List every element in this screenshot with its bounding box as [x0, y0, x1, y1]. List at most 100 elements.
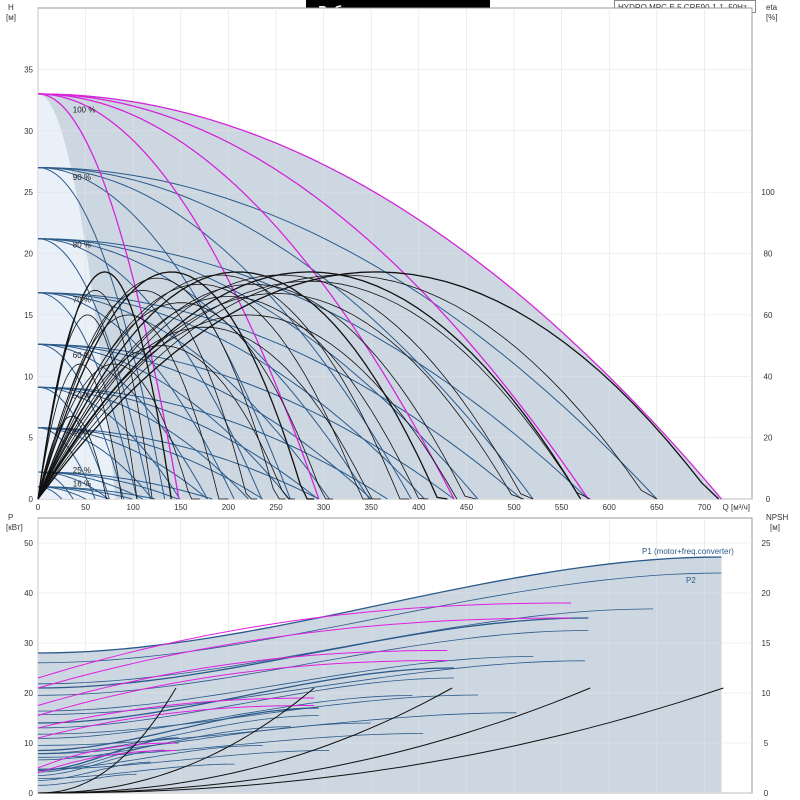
efficiency-curve	[37, 314, 229, 500]
head-curve-max-speed	[37, 93, 589, 500]
x-tick-label: 700	[698, 503, 712, 512]
y-tick-label: 20	[24, 250, 33, 259]
efficiency-curve	[37, 363, 123, 500]
efficiency-curve	[37, 271, 448, 500]
efficiency-curve	[37, 271, 172, 500]
efficiency-curve	[37, 289, 257, 500]
efficiency-curve	[37, 271, 720, 500]
power-p2-curve	[37, 742, 179, 773]
y-tick-label: 30	[24, 127, 33, 136]
x-tick-label: 150	[174, 503, 188, 512]
power-envelope	[38, 557, 722, 793]
speed-label: 16 %	[73, 480, 91, 489]
x-tick-label: 50	[81, 503, 90, 512]
efficiency-curve	[37, 345, 295, 500]
speed-label: 80 %	[73, 240, 91, 249]
efficiency-curve	[37, 271, 315, 500]
x-tick-label: 0	[36, 503, 41, 512]
head-curve	[37, 238, 151, 500]
head-curve	[37, 167, 658, 500]
x-axis-label: Q [м³/ч]	[723, 503, 750, 512]
efficiency-curve	[37, 296, 429, 500]
y-tick-label: 35	[24, 65, 33, 74]
npsh-tick-label: 20	[762, 589, 771, 598]
efficiency-curve	[37, 274, 657, 500]
power-p1-curve	[38, 761, 151, 781]
eta-tick-label: 100	[761, 188, 775, 197]
head-curve-max-speed	[37, 93, 455, 500]
power-magenta-curve	[37, 750, 176, 774]
efficiency-curve	[37, 293, 524, 500]
efficiency-curve	[37, 274, 410, 500]
x-tick-label: 400	[412, 503, 426, 512]
head-curve	[38, 471, 143, 500]
speed-label: 90 %	[73, 173, 91, 182]
power-p1-curve	[37, 617, 589, 689]
power-p1-curve	[37, 707, 319, 752]
y-tick-label: 0	[29, 495, 34, 504]
power-p1-curve	[37, 694, 479, 735]
npsh-curve	[37, 687, 591, 794]
head-curve	[38, 471, 179, 500]
npsh-curve	[37, 687, 453, 794]
power-magenta-curve	[37, 660, 448, 716]
efficiency-curve	[37, 283, 372, 500]
head-curve	[37, 292, 138, 500]
head-curve	[37, 167, 291, 500]
power-magenta-curve	[37, 617, 572, 689]
npsh-tick-label: 15	[762, 639, 771, 648]
power-p2-curve	[37, 715, 319, 754]
head-curve	[37, 292, 522, 500]
efficiency-curve	[37, 314, 138, 500]
x-tick-label: 300	[317, 503, 331, 512]
p-axis-label: P	[8, 513, 13, 522]
power-p1-curve	[38, 750, 330, 770]
head-curve-max-speed	[37, 93, 180, 500]
power-p2-curve	[37, 677, 455, 729]
head-curve	[37, 167, 534, 500]
power-p1-curve	[37, 749, 165, 776]
power-magenta-curve	[37, 650, 448, 706]
power-magenta-curve	[37, 705, 315, 739]
efficiency-curve	[37, 283, 477, 500]
power-p1-curve	[38, 763, 235, 779]
power-p2-curve	[37, 572, 722, 664]
p-tick-label: 0	[29, 789, 34, 798]
head-curve	[37, 292, 330, 500]
power-p2-curve	[37, 630, 589, 696]
p-tick-label: 40	[24, 589, 33, 598]
p1-series-label: P1 (motor+freq.converter)	[642, 547, 734, 556]
power-p1-curve	[37, 773, 137, 786]
power-magenta-curve	[37, 697, 315, 729]
y-tick-label: 10	[24, 372, 33, 381]
y-tick-label: 15	[24, 311, 33, 320]
speed-label: 40 %	[73, 428, 91, 437]
y-tick-label: 25	[24, 188, 33, 197]
head-curve	[37, 343, 290, 500]
speed-label: 25 %	[73, 466, 91, 475]
speed-label: 100 %	[73, 105, 96, 114]
npsh-curve	[37, 687, 177, 794]
efficiency-curve	[37, 302, 334, 500]
head-curve-max-speed	[37, 93, 320, 500]
x-tick-label: 250	[269, 503, 283, 512]
eta-tick-label: 40	[764, 372, 773, 381]
head-curve-max-speed	[37, 93, 722, 500]
y-tick-label: 5	[29, 434, 34, 443]
npsh-axis-unit: [м]	[770, 523, 780, 532]
y-axis-unit: [м]	[6, 13, 16, 22]
x-tick-label: 650	[650, 503, 664, 512]
x-tick-label: 200	[222, 503, 236, 512]
head-curve	[37, 343, 125, 500]
eta-tick-label: 80	[764, 250, 773, 259]
power-magenta-curve	[37, 602, 572, 679]
x-tick-label: 500	[507, 503, 521, 512]
eta-tick-label: 0	[766, 495, 771, 504]
p-tick-label: 50	[24, 539, 33, 548]
speed-label: 50 %	[73, 391, 91, 400]
head-curve	[37, 167, 412, 500]
x-tick-label: 600	[603, 503, 617, 512]
y-axis-label: H	[8, 3, 14, 12]
speed-label: 60 %	[73, 351, 91, 360]
head-curve	[37, 343, 455, 500]
